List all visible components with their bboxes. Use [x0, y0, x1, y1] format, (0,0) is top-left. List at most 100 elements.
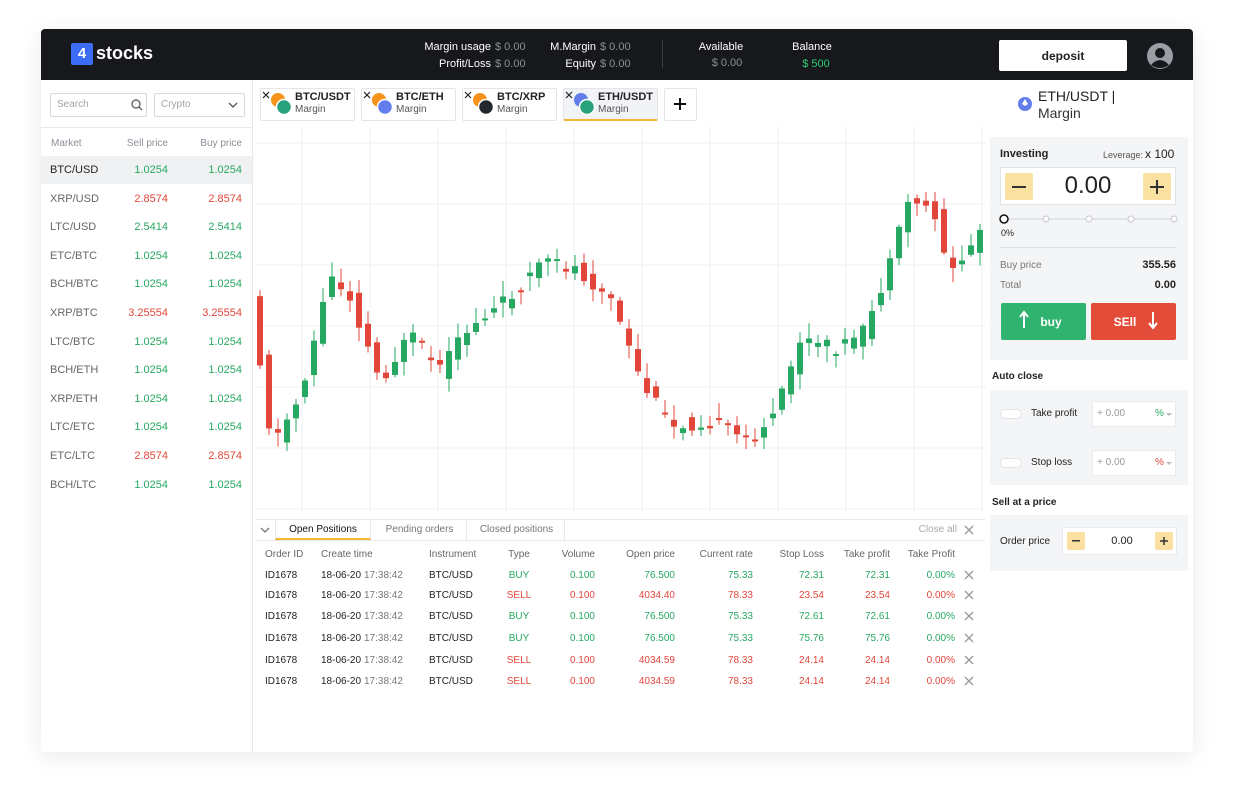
close-order[interactable]: [964, 676, 974, 686]
candle-body: [932, 201, 938, 220]
collapse-chevron[interactable]: [260, 527, 270, 533]
sell-price: 2.5414: [134, 221, 168, 234]
filter-select[interactable]: [154, 93, 245, 117]
candle-body: [563, 268, 569, 272]
order-time: 17:38:42: [364, 633, 403, 644]
tab-close[interactable]: [363, 91, 371, 99]
candle-body: [338, 282, 344, 290]
buy-arrow[interactable]: [1019, 310, 1029, 328]
positions-tab[interactable]: [468, 520, 565, 540]
markets-top-border: [41, 127, 252, 128]
price-chart: [256, 126, 985, 511]
buy-button[interactable]: [1001, 303, 1086, 340]
positions-tab[interactable]: [372, 520, 467, 540]
candle-body: [383, 372, 389, 379]
sell-price: 1.0254: [134, 249, 168, 262]
minus-icon[interactable]: [1012, 186, 1026, 188]
tab-close[interactable]: [262, 91, 270, 99]
candle-body: [626, 328, 632, 346]
logo-badge: [71, 43, 93, 65]
stat-value: $ 0.00: [600, 41, 631, 53]
deposit-label[interactable]: deposit: [1041, 49, 1085, 63]
auto-close-title: Auto close: [992, 371, 1044, 382]
candle-body: [302, 380, 308, 398]
deposit-button[interactable]: [999, 40, 1127, 71]
close-order[interactable]: [964, 590, 974, 600]
order-instrument: BTC/USD: [429, 676, 473, 687]
order-type: BUY: [508, 570, 530, 581]
add-tab[interactable]: [664, 88, 697, 121]
close-order[interactable]: [964, 633, 974, 643]
candle-body: [833, 353, 839, 356]
candle-body: [779, 388, 785, 410]
leverage-value: x 100: [1145, 147, 1175, 161]
coin-icons: [372, 93, 394, 116]
candle-body: [734, 425, 740, 435]
investing-label: Investing: [1000, 148, 1049, 160]
plus-icon[interactable]: [1150, 180, 1164, 194]
tab-close[interactable]: [565, 91, 573, 99]
market-name: BCH/BTC: [50, 278, 99, 291]
auto-close-input[interactable]: [1092, 401, 1176, 427]
add-icon[interactable]: [674, 98, 686, 110]
leverage-slider[interactable]: [999, 214, 1180, 224]
candle-body: [851, 337, 857, 349]
toggle[interactable]: [1000, 458, 1022, 468]
unit-caret[interactable]: [1166, 413, 1172, 417]
buy-price: 1.0254: [208, 421, 242, 434]
candle-body: [545, 258, 551, 262]
order-stop: 75.76: [798, 633, 824, 644]
auto-close-unit: %: [1155, 457, 1164, 468]
positions-tab-label[interactable]: Pending orders: [385, 524, 454, 535]
order-minus-icon[interactable]: [1072, 540, 1080, 542]
positions-column: Order ID: [265, 549, 304, 560]
candle-body: [608, 294, 614, 299]
positions-column: Take profit: [843, 549, 890, 560]
close-order[interactable]: [964, 570, 974, 580]
auto-close-input[interactable]: [1092, 450, 1176, 476]
user-avatar[interactable]: [1146, 42, 1174, 70]
order-time: 17:38:42: [364, 676, 403, 687]
market-name: XRP/USD: [50, 192, 99, 205]
buy-label[interactable]: buy: [1040, 315, 1062, 329]
order-take: 75.76: [864, 633, 890, 644]
sell-arrow[interactable]: [1148, 312, 1158, 330]
order-type: SELL: [506, 655, 532, 666]
select-caret: [228, 102, 238, 108]
buy-price: 1.0254: [208, 164, 242, 176]
candle-body: [401, 339, 407, 362]
candle-body: [806, 338, 812, 344]
positions-header-border: [256, 540, 985, 541]
positions-tab-label[interactable]: Open Positions: [289, 524, 357, 535]
order-volume: 0.100: [569, 570, 595, 581]
sell-label[interactable]: SEll: [1113, 315, 1137, 329]
buy-price: 1.0254: [208, 364, 242, 377]
candle-body: [257, 296, 263, 366]
close-order[interactable]: [964, 611, 974, 621]
close-order[interactable]: [964, 655, 974, 665]
positions-column: Stop Loss: [779, 549, 824, 560]
unit-caret[interactable]: [1166, 462, 1172, 466]
sell-button[interactable]: [1091, 303, 1176, 340]
search-input[interactable]: [50, 93, 147, 117]
coin-icons: [473, 93, 495, 116]
tab-close[interactable]: [464, 91, 472, 99]
candle-body: [689, 417, 695, 431]
candle-body: [572, 266, 578, 274]
search-icon: [131, 99, 143, 111]
order-plus-icon[interactable]: [1160, 537, 1168, 545]
toggle[interactable]: [1000, 409, 1022, 419]
auto-close-label: Take profit: [1031, 408, 1078, 419]
close-all-icon[interactable]: [964, 525, 974, 535]
close-all[interactable]: Close all: [918, 524, 957, 535]
order-take-pct: 0.00%: [926, 633, 955, 644]
candle-body: [329, 276, 335, 297]
positions-tab-label[interactable]: Closed positions: [479, 524, 554, 535]
candle-body: [761, 427, 767, 438]
sell-price: 1.0254: [134, 364, 168, 377]
order-take: 24.14: [864, 655, 890, 666]
markets-right-border: [252, 80, 253, 752]
order-stop: 72.31: [798, 570, 824, 581]
positions-tab[interactable]: [275, 520, 371, 540]
buy-price: 2.5414: [208, 221, 242, 234]
